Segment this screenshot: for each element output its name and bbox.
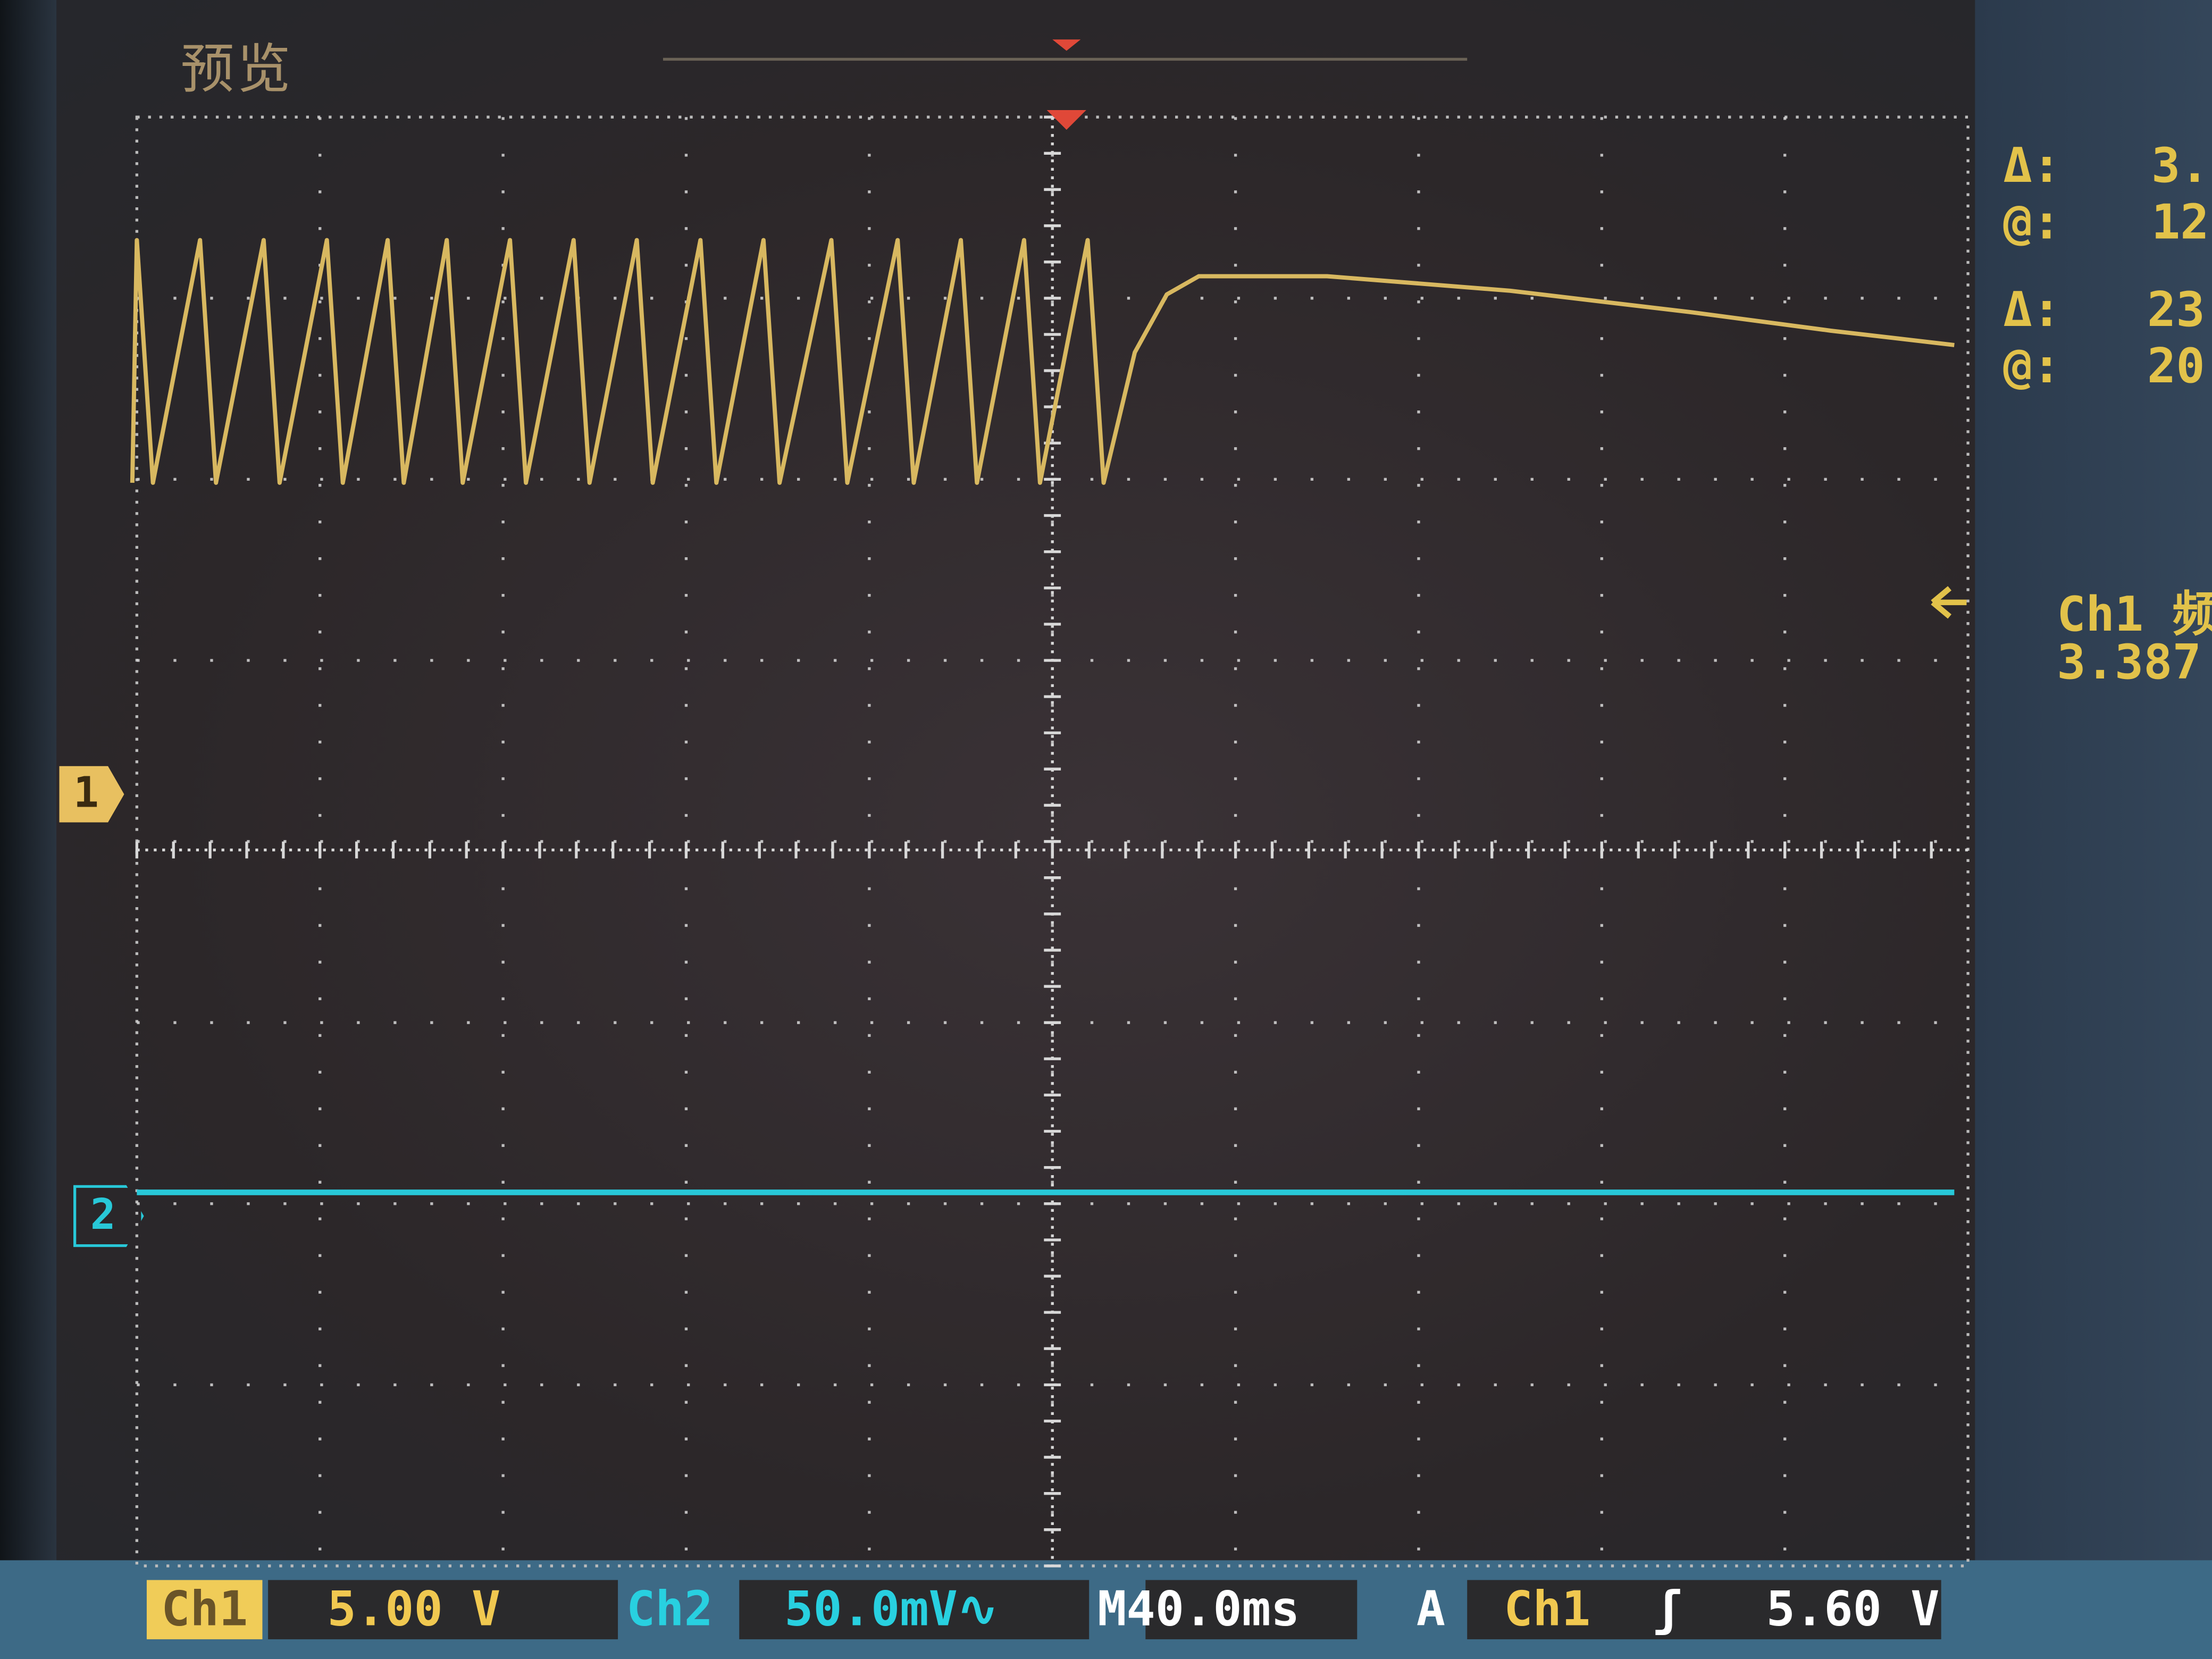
ch2-scale[interactable]: 50.0mV∿ (784, 1581, 998, 1638)
ch1-scale[interactable]: 5.00 V (327, 1581, 501, 1638)
cursor-delta-label: Δ: (2003, 282, 2062, 339)
trigger-cell (1467, 1580, 1941, 1639)
trigger-source[interactable]: Ch1 (1504, 1581, 1591, 1638)
ch1-scale-cell (268, 1580, 618, 1639)
bezel-left (0, 0, 57, 1659)
mode-title: 预览 (180, 38, 294, 100)
timebase[interactable]: M40.0ms (1097, 1581, 1300, 1638)
ch2-ground-marker[interactable]: 2 (73, 1185, 144, 1247)
cursor-at-value: 20 (2147, 338, 2205, 395)
cursor-at-label: @: (2003, 195, 2062, 252)
trigger-level[interactable]: 5.60 V (1766, 1581, 1940, 1638)
right-panel (1975, 0, 2212, 1659)
ch1-label[interactable]: Ch1 (146, 1580, 263, 1639)
trigger-position-icon-top (1052, 39, 1081, 51)
ch2-label[interactable]: Ch2 (626, 1581, 713, 1638)
trace-ch1 (130, 238, 1955, 485)
rising-edge-icon: ʃ (1653, 1581, 1682, 1638)
ch1-ground-marker[interactable]: 1 (59, 766, 124, 823)
trigger-mode: A (1416, 1581, 1446, 1638)
cursor-at-label: @: (2003, 338, 2062, 395)
graticule (135, 115, 1970, 1568)
cursor-at-value: 12 (2151, 195, 2209, 252)
cursor-delta-value: 23 (2147, 282, 2205, 339)
cursor-delta-label: Δ: (2003, 138, 2062, 195)
measurement-value: 3.387 (2057, 634, 2201, 692)
cursor-delta-value: 3. (2151, 138, 2209, 195)
traces (130, 238, 1955, 1195)
trigger-position-icon (1046, 110, 1086, 130)
measurement-label: Ch1 频 (2057, 586, 2212, 643)
trigger-level-icon (1931, 586, 1967, 619)
timebase-cell (1145, 1580, 1358, 1639)
ch2-scale-cell (739, 1580, 1090, 1639)
